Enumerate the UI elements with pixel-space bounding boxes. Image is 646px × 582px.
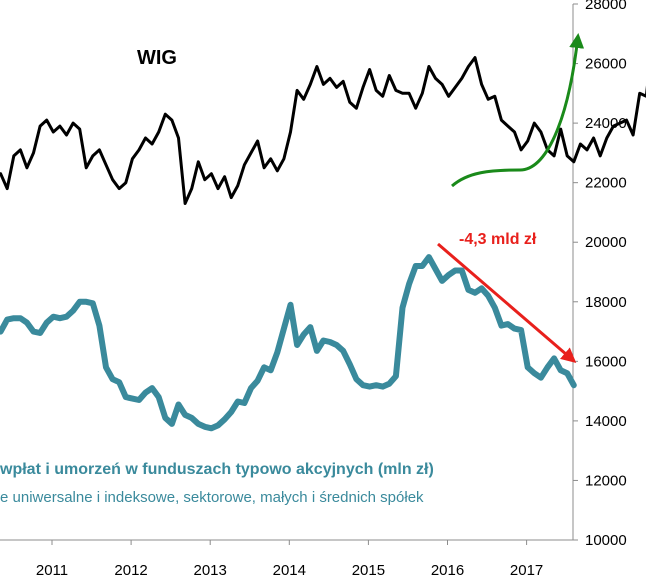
y-tick-label: 12000: [585, 472, 627, 489]
x-tick-label: 2014: [273, 562, 306, 579]
wig-index-line: [0, 56, 646, 205]
y-tick-label: 14000: [585, 413, 627, 430]
x-tick-label: 2011: [36, 562, 68, 579]
y-tick-label: 20000: [585, 234, 627, 251]
caption-line-2: e uniwersalne i indeksowe, sektorowe, ma…: [0, 489, 424, 506]
x-tick-label: 2017: [510, 562, 543, 579]
caption-line-1: wpłat i umorzeń w funduszach typowo akcy…: [0, 461, 434, 478]
green-trend-arrow: [451, 33, 585, 188]
y-tick-label: 26000: [585, 56, 627, 73]
x-tick-label: 2012: [114, 562, 147, 579]
y-tick-label: 16000: [585, 353, 627, 370]
y-tick-label: 28000: [585, 0, 627, 13]
x-tick-label: 2015: [352, 562, 385, 579]
wig-series-label: WIG: [137, 47, 177, 69]
red-trend-arrow: [437, 242, 577, 363]
x-axis: 2011 2012 2013 2014 2015 2016 2017: [0, 539, 573, 579]
y-axis: 10000 12000 14000 16000 18000 20000 22000 24000…: [572, 0, 627, 549]
y-tick-label: 24000: [585, 115, 627, 132]
y-tick-label: 22000: [585, 175, 627, 192]
x-tick-label: 2016: [431, 562, 464, 579]
y-tick-label: 18000: [585, 294, 627, 311]
x-tick-label: 2013: [194, 562, 227, 579]
change-annotation: -4,3 mld zł: [459, 231, 537, 248]
fund-flows-line: [0, 254, 577, 432]
y-tick-label: 10000: [585, 532, 627, 549]
series-layer: [0, 56, 646, 432]
